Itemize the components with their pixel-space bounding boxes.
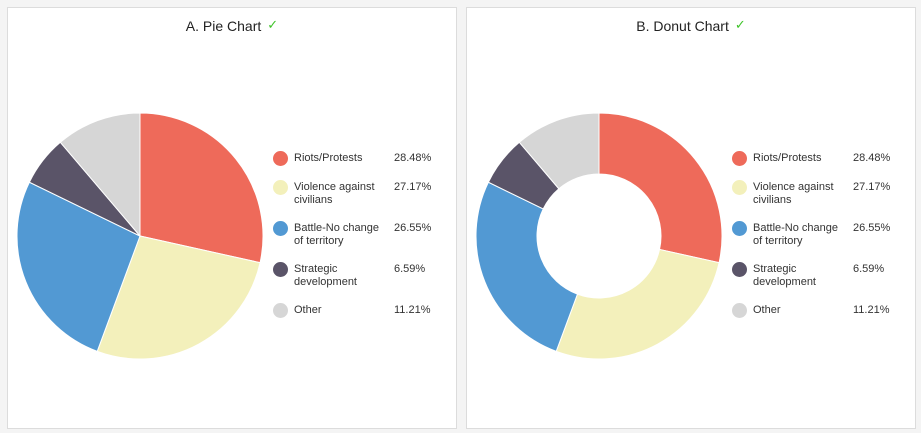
legend-item[interactable]: Other 11.21% [732,303,912,318]
legend-swatch [273,151,288,166]
legend-swatch [273,180,288,195]
check-icon: ✓ [734,18,746,33]
title-text: A. Pie Chart [185,18,262,34]
legend-swatch [273,262,288,277]
legend-label: Other [294,304,322,316]
pie-chart [16,112,264,360]
legend-swatch [732,151,747,166]
title-text: B. Donut Chart [636,18,729,34]
legend-label: Riots/Protests [753,152,822,164]
slice-riots-protests[interactable] [598,112,723,264]
legend-value: 27.17% [394,181,432,193]
chart-title: B. Donut Chart ✓ [467,17,915,35]
legend-value: 11.21% [853,304,890,316]
slice-battle-no-change-of-territory[interactable] [475,181,579,352]
legend-item[interactable]: Violence against civilians 27.17% [273,180,453,207]
chart-title: A. Pie Chart ✓ [8,17,456,35]
legend-label: Battle-No change of territory [753,222,838,247]
legend-item[interactable]: Other 11.21% [273,303,453,318]
legend-swatch [732,221,747,236]
legend-label: Other [753,304,781,316]
pie-chart-panel: A. Pie Chart ✓ Riots/Protests 28.48% Violen… [7,7,457,429]
legend-item[interactable]: Battle-No change of territory 26.55% [273,221,453,248]
slice-battle-no-change-of-territory[interactable] [16,181,141,352]
legend-swatch [732,303,747,318]
legend-label: Violence against civilians [294,181,375,206]
legend-label: Riots/Protests [294,152,363,164]
check-icon: ✓ [267,18,279,33]
legend-label: Strategic development [294,263,357,288]
slice-violence-against-civilians[interactable] [555,248,720,360]
slice-violence-against-civilians[interactable] [96,235,261,360]
legend-label: Strategic development [753,263,816,288]
legend-value: 11.21% [394,304,431,316]
legend-swatch [732,180,747,195]
legend-swatch [273,303,288,318]
legend-item[interactable]: Battle-No change of territory 26.55% [732,221,912,248]
legend-value: 6.59% [853,263,885,275]
legend-value: 26.55% [394,222,432,234]
slice-riots-protests[interactable] [139,112,264,264]
donut-chart-panel: B. Donut Chart ✓ Riots/Protests 28.48% Viol… [466,7,916,429]
legend-item[interactable]: Violence against civilians 27.17% [732,180,912,207]
legend-swatch [273,221,288,236]
donut-chart [475,112,723,360]
legend-item[interactable]: Strategic development 6.59% [273,262,453,289]
legend-item[interactable]: Riots/Protests 28.48% [732,151,912,166]
legend-value: 6.59% [394,263,426,275]
slice-other[interactable] [59,112,141,238]
legend-value: 26.55% [853,222,891,234]
legend-label: Battle-No change of territory [294,222,379,247]
legend-value: 28.48% [853,152,891,164]
slice-other[interactable] [518,112,600,190]
legend-item[interactable]: Strategic development 6.59% [732,262,912,289]
legend-swatch [732,262,747,277]
legend-value: 28.48% [394,152,432,164]
legend-label: Violence against civilians [753,181,834,206]
legend-value: 27.17% [853,181,891,193]
legend-item[interactable]: Riots/Protests 28.48% [273,151,453,166]
